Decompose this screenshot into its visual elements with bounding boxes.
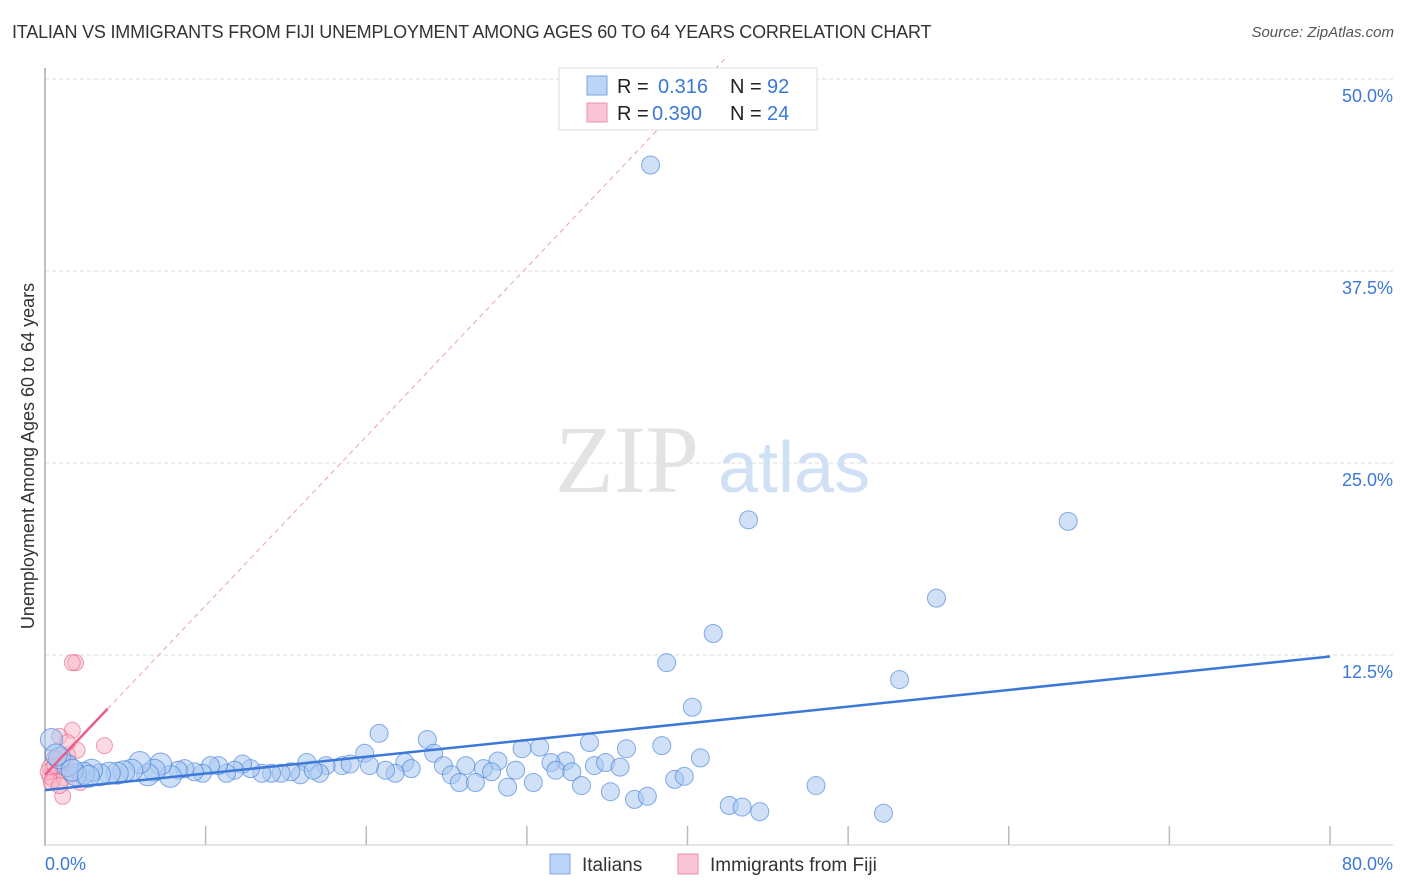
x-tick-label-max: 80.0% [1342,854,1393,874]
bottom-legend-swatch-fiji [677,853,699,875]
bottom-legend-italians: Italians [582,855,642,876]
fiji-point [50,777,68,795]
gridlines [45,78,1393,656]
italian-point [580,733,600,753]
legend-n-label: N = [730,76,762,98]
italian-point [44,743,68,767]
italian-point [546,760,566,780]
italian-point [1058,511,1078,531]
source-label: Source: ZipAtlas.com [1251,24,1394,41]
italian-point [674,766,694,786]
italian-point [652,736,672,756]
italian-point [530,737,550,757]
italian-point [359,756,379,776]
fiji-trend-line [44,707,109,776]
italian-point [682,697,702,717]
watermark-atlas: atlas [718,428,870,508]
y-tick-label: 50.0% [1342,86,1393,106]
x-ticks [204,826,1331,845]
chart-title: ITALIAN VS IMMIGRANTS FROM FIJI UNEMPLOY… [12,22,932,42]
italian-point [739,510,759,530]
italian-point [732,797,752,817]
legend: R = 0.316 N = 92 R = 0.390 N = 24 [558,67,818,131]
legend-swatch-italians [586,75,608,96]
legend-r-value: 0.390 [652,103,702,125]
legend-n-label: N = [730,103,762,125]
italian-point [482,762,502,782]
italian-point [890,670,910,690]
fiji-point [63,654,81,672]
italian-point [523,772,543,792]
italian-point [600,782,620,802]
fiji-point [95,737,113,755]
italian-point [657,653,677,673]
italian-point [401,759,421,779]
italian-point [369,723,389,743]
italian-point [506,760,526,780]
italian-point [616,739,636,759]
italian-point [376,760,396,780]
italian-point [498,777,518,797]
italian-point [562,762,582,782]
x-tick-label-min: 0.0% [45,854,86,874]
italian-point [571,776,591,796]
italian-point [637,786,657,806]
legend-n-value: 92 [767,76,789,98]
trend-lines [44,55,1331,792]
italian-point [703,623,723,643]
bottom-legend-swatch-italians [549,853,571,875]
watermark-zip: ZIP [555,406,699,513]
bottom-legend-fiji: Immigrants from Fiji [710,855,877,876]
italian-trend-line [44,655,1331,792]
y-tick-label: 25.0% [1342,470,1393,490]
italian-point [873,803,893,823]
y-axis-label: Unemployment Among Ages 60 to 64 years [18,283,38,629]
italian-point [449,772,469,792]
legend-r-label: R = [617,103,649,125]
legend-swatch-fiji [586,102,608,123]
italian-point [641,155,661,175]
legend-r-value: 0.316 [658,76,708,98]
italian-points [39,155,1078,823]
y-tick-label: 37.5% [1342,278,1393,298]
italian-point [926,588,946,608]
italian-point [610,757,630,777]
y-tick-label: 12.5% [1342,662,1393,682]
legend-r-label: R = [617,76,649,98]
italian-point [465,772,485,792]
italian-point [806,776,826,796]
fiji-trend-extension [107,55,729,710]
italian-point [690,748,710,768]
legend-n-value: 24 [767,103,789,125]
italian-point [750,802,770,822]
bottom-legend: Italians Immigrants from Fiji [549,853,877,876]
italian-point [76,764,100,788]
